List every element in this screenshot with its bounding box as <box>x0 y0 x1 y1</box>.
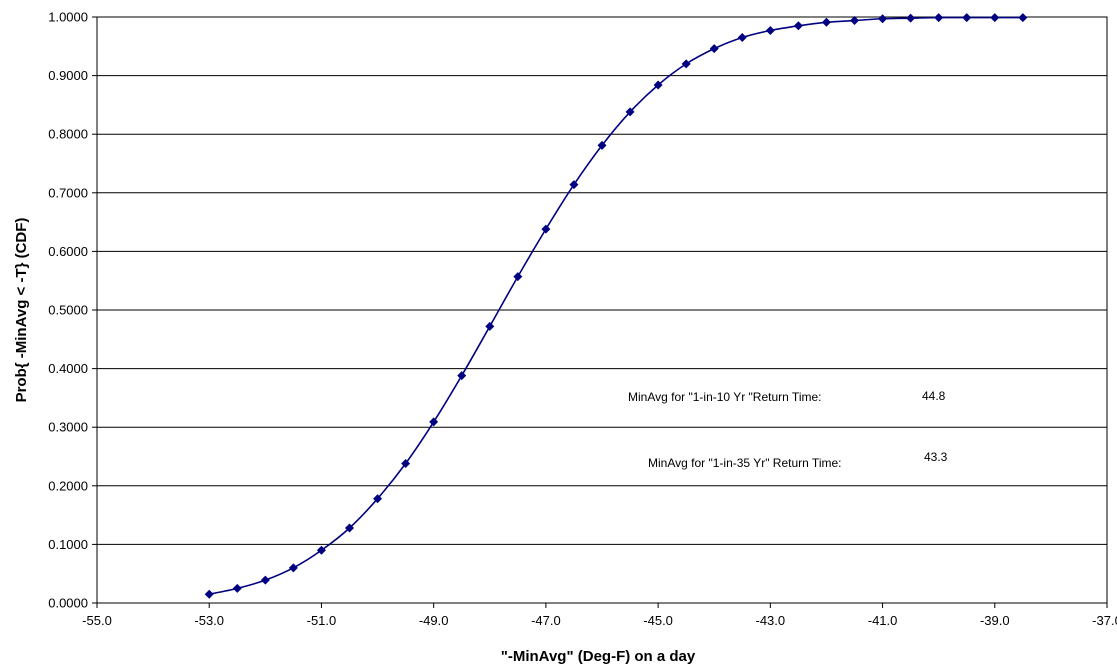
data-point-marker <box>260 575 270 585</box>
grid-lines <box>97 16 1107 604</box>
data-point-marker <box>850 16 859 26</box>
data-point-marker <box>569 180 579 190</box>
x-tick-label: -55.0 <box>82 613 112 628</box>
x-axis-title: "-MinAvg" (Deg-F) on a day <box>501 648 696 665</box>
annotation-1-in-35-value: 43.3 <box>924 450 948 464</box>
x-axis: -55.0 -53.0 -51.0 -49.0 -47.0 -45.0 -43.0 -41.0… <box>82 603 1117 628</box>
data-point-marker <box>709 44 719 54</box>
y-tick-label: 0.4000 <box>48 361 88 376</box>
data-point-marker <box>821 17 831 27</box>
x-tick-label: -45.0 <box>643 613 673 628</box>
annotation-1-in-10-label: MinAvg for "1-in-10 Yr "Return Time: <box>628 390 821 404</box>
y-tick-label: 0.1000 <box>48 537 88 552</box>
data-point-marker <box>513 272 523 282</box>
data-point-marker <box>541 224 551 234</box>
y-axis: 0.0000 0.1000 0.2000 0.3000 0.4000 0.5000 0.60… <box>48 10 97 611</box>
x-tick-label: -43.0 <box>756 613 786 628</box>
data-point-marker <box>962 13 972 23</box>
data-point-marker <box>990 13 1000 23</box>
y-tick-label: 0.7000 <box>48 185 88 200</box>
y-axis-title: Prob{ -MinAvg < -T} (CDF) <box>13 218 30 403</box>
data-point-marker <box>878 14 888 24</box>
data-point-marker <box>204 589 214 599</box>
data-point-marker <box>429 417 439 427</box>
data-point-marker <box>653 80 663 90</box>
x-tick-label: -41.0 <box>868 613 898 628</box>
x-tick-label: -53.0 <box>194 613 224 628</box>
y-tick-label: 0.3000 <box>48 420 88 435</box>
x-tick-label: -39.0 <box>980 613 1010 628</box>
y-tick-label: 0.2000 <box>48 478 88 493</box>
data-point-marker <box>737 33 747 43</box>
x-tick-label: -47.0 <box>531 613 561 628</box>
data-point-marker <box>681 59 691 69</box>
y-tick-label: 0.0000 <box>48 596 88 611</box>
x-tick-label: -51.0 <box>307 613 337 628</box>
data-point-marker <box>401 459 411 469</box>
data-point-marker <box>345 523 354 533</box>
cdf-series-markers <box>204 13 1028 599</box>
y-tick-label: 0.9000 <box>48 68 88 83</box>
data-point-marker <box>1018 13 1028 23</box>
data-point-marker <box>485 321 495 331</box>
data-point-marker <box>906 13 916 23</box>
data-point-marker <box>793 21 803 31</box>
y-tick-label: 1.0000 <box>48 10 88 25</box>
data-point-marker <box>934 13 944 23</box>
data-point-marker <box>373 494 383 504</box>
data-point-marker <box>625 107 635 117</box>
data-point-marker <box>765 25 775 35</box>
annotation-1-in-10-value: 44.8 <box>922 389 946 403</box>
data-point-marker <box>597 140 607 150</box>
x-tick-label: -49.0 <box>419 613 449 628</box>
y-tick-label: 0.6000 <box>48 244 88 259</box>
annotation-1-in-35-label: MinAvg for "1-in-35 Yr" Return Time: <box>648 456 841 470</box>
data-point-marker <box>232 583 242 593</box>
x-tick-label: -37.0 <box>1092 613 1117 628</box>
y-tick-label: 0.5000 <box>48 303 88 318</box>
cdf-series-line <box>209 16 1023 595</box>
data-point-marker <box>457 371 467 381</box>
y-tick-label: 0.8000 <box>48 127 88 142</box>
data-point-marker <box>288 563 298 573</box>
data-point-marker <box>316 545 326 555</box>
